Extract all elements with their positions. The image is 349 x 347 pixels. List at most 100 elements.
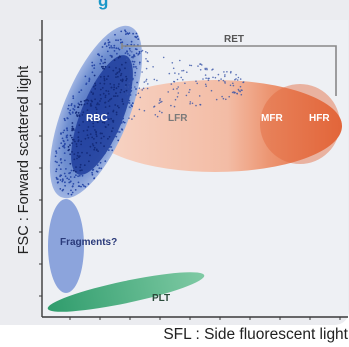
scatter-dot <box>177 92 180 94</box>
scatter-dot <box>100 65 103 68</box>
scatter-dot <box>133 60 136 63</box>
scatter-dot <box>101 132 103 135</box>
scatter-dot <box>112 110 115 113</box>
scatter-dot <box>120 72 123 75</box>
scatter-dot <box>172 67 175 70</box>
scatter-dot <box>98 167 101 170</box>
scatter-dot <box>92 85 95 88</box>
scatter-dot <box>176 88 178 90</box>
scatter-dot <box>204 83 207 86</box>
scatter-dot <box>97 119 100 121</box>
scatter-dot <box>61 137 64 140</box>
scatter-dot <box>134 71 137 74</box>
scatter-dot <box>131 118 133 120</box>
scatter-dot <box>125 33 127 36</box>
scatter-dot <box>71 129 73 132</box>
scatter-dot <box>69 176 72 178</box>
scatter-dot <box>152 66 154 68</box>
scatter-dot <box>78 174 81 177</box>
scatter-dot <box>139 96 142 99</box>
scatter-dot <box>104 101 107 104</box>
scatter-dot <box>79 169 82 172</box>
scatter-dot <box>138 108 141 111</box>
label-ret: RET <box>224 34 244 45</box>
scatter-dot <box>109 143 112 145</box>
scatter-dot <box>146 60 149 62</box>
scatter-dot <box>145 67 148 70</box>
scatter-dot <box>225 98 227 101</box>
scatter-dot <box>113 44 116 47</box>
scatter-dot <box>131 51 133 53</box>
scatter-dot <box>101 55 103 58</box>
scatter-dot <box>100 58 102 61</box>
scatter-dot <box>189 64 191 67</box>
scatter-dot <box>130 40 133 43</box>
scatter-dot <box>85 99 87 102</box>
scatter-dot <box>92 119 95 122</box>
label-plt: PLT <box>152 293 170 304</box>
scatter-dot <box>138 52 141 54</box>
scatter-dot <box>91 171 93 174</box>
label-rbc: RBC <box>86 113 108 124</box>
scatter-dot <box>78 185 81 188</box>
scatter-dot <box>124 52 127 54</box>
label-fragments: Fragments? <box>60 237 117 248</box>
scatter-dot <box>112 69 115 72</box>
scatter-dot <box>83 103 86 106</box>
scatter-dot <box>98 103 100 106</box>
scatter-dot <box>188 91 190 94</box>
scatter-dot <box>95 133 98 136</box>
scatter-dot <box>119 55 122 58</box>
scatter-dot <box>103 75 106 78</box>
scatter-dot <box>199 103 201 106</box>
scatter-dot <box>63 117 66 120</box>
scatter-dot <box>119 74 122 77</box>
y-axis-ticks <box>39 39 42 297</box>
scatter-dot <box>127 33 130 35</box>
scatter-dot <box>99 116 102 119</box>
scatter-dot <box>63 129 66 132</box>
scatter-dot <box>59 179 62 181</box>
scatter-dot <box>116 52 118 55</box>
scatter-dot <box>100 167 103 170</box>
scatter-dot <box>210 89 213 92</box>
scatter-dot <box>221 95 223 98</box>
scatter-dot <box>122 107 124 110</box>
scatter-dot <box>178 73 180 75</box>
scatter-dot <box>145 80 147 82</box>
scatter-dot <box>115 135 118 138</box>
scatter-dot <box>224 82 226 84</box>
scatter-dot <box>199 69 202 71</box>
scatter-dot <box>113 130 116 133</box>
scatter-dot <box>89 103 92 105</box>
scatter-dot <box>86 129 89 132</box>
scatter-dot <box>71 185 74 188</box>
scatter-dot <box>118 70 121 73</box>
scatter-dot <box>124 61 127 64</box>
scatter-dot <box>71 122 74 124</box>
scatter-dot <box>90 91 93 93</box>
scatter-dot <box>80 103 83 106</box>
scatter-dot <box>98 54 101 57</box>
scatter-dot <box>88 160 90 163</box>
scatter-dot <box>99 100 101 102</box>
scatter-dot <box>72 95 75 97</box>
scatter-dot <box>141 89 143 91</box>
scatter-dot <box>99 142 102 144</box>
scatter-dot <box>93 64 96 67</box>
scatter-dot <box>115 111 118 114</box>
scatter-dot <box>171 62 174 64</box>
label-mfr: MFR <box>261 113 283 124</box>
scatter-dot <box>128 99 131 102</box>
scatter-dot <box>73 129 75 131</box>
scatter-dot <box>113 95 115 97</box>
scatter-dot <box>132 32 135 35</box>
scatter-dot <box>56 161 58 164</box>
scatter-dot <box>60 133 62 135</box>
scatter-dot <box>81 169 83 172</box>
scatter-dot <box>62 139 65 142</box>
scatter-dot <box>117 47 120 50</box>
scatter-dot <box>120 79 122 81</box>
scatter-dot <box>84 170 86 173</box>
scatter-dot <box>71 125 74 128</box>
